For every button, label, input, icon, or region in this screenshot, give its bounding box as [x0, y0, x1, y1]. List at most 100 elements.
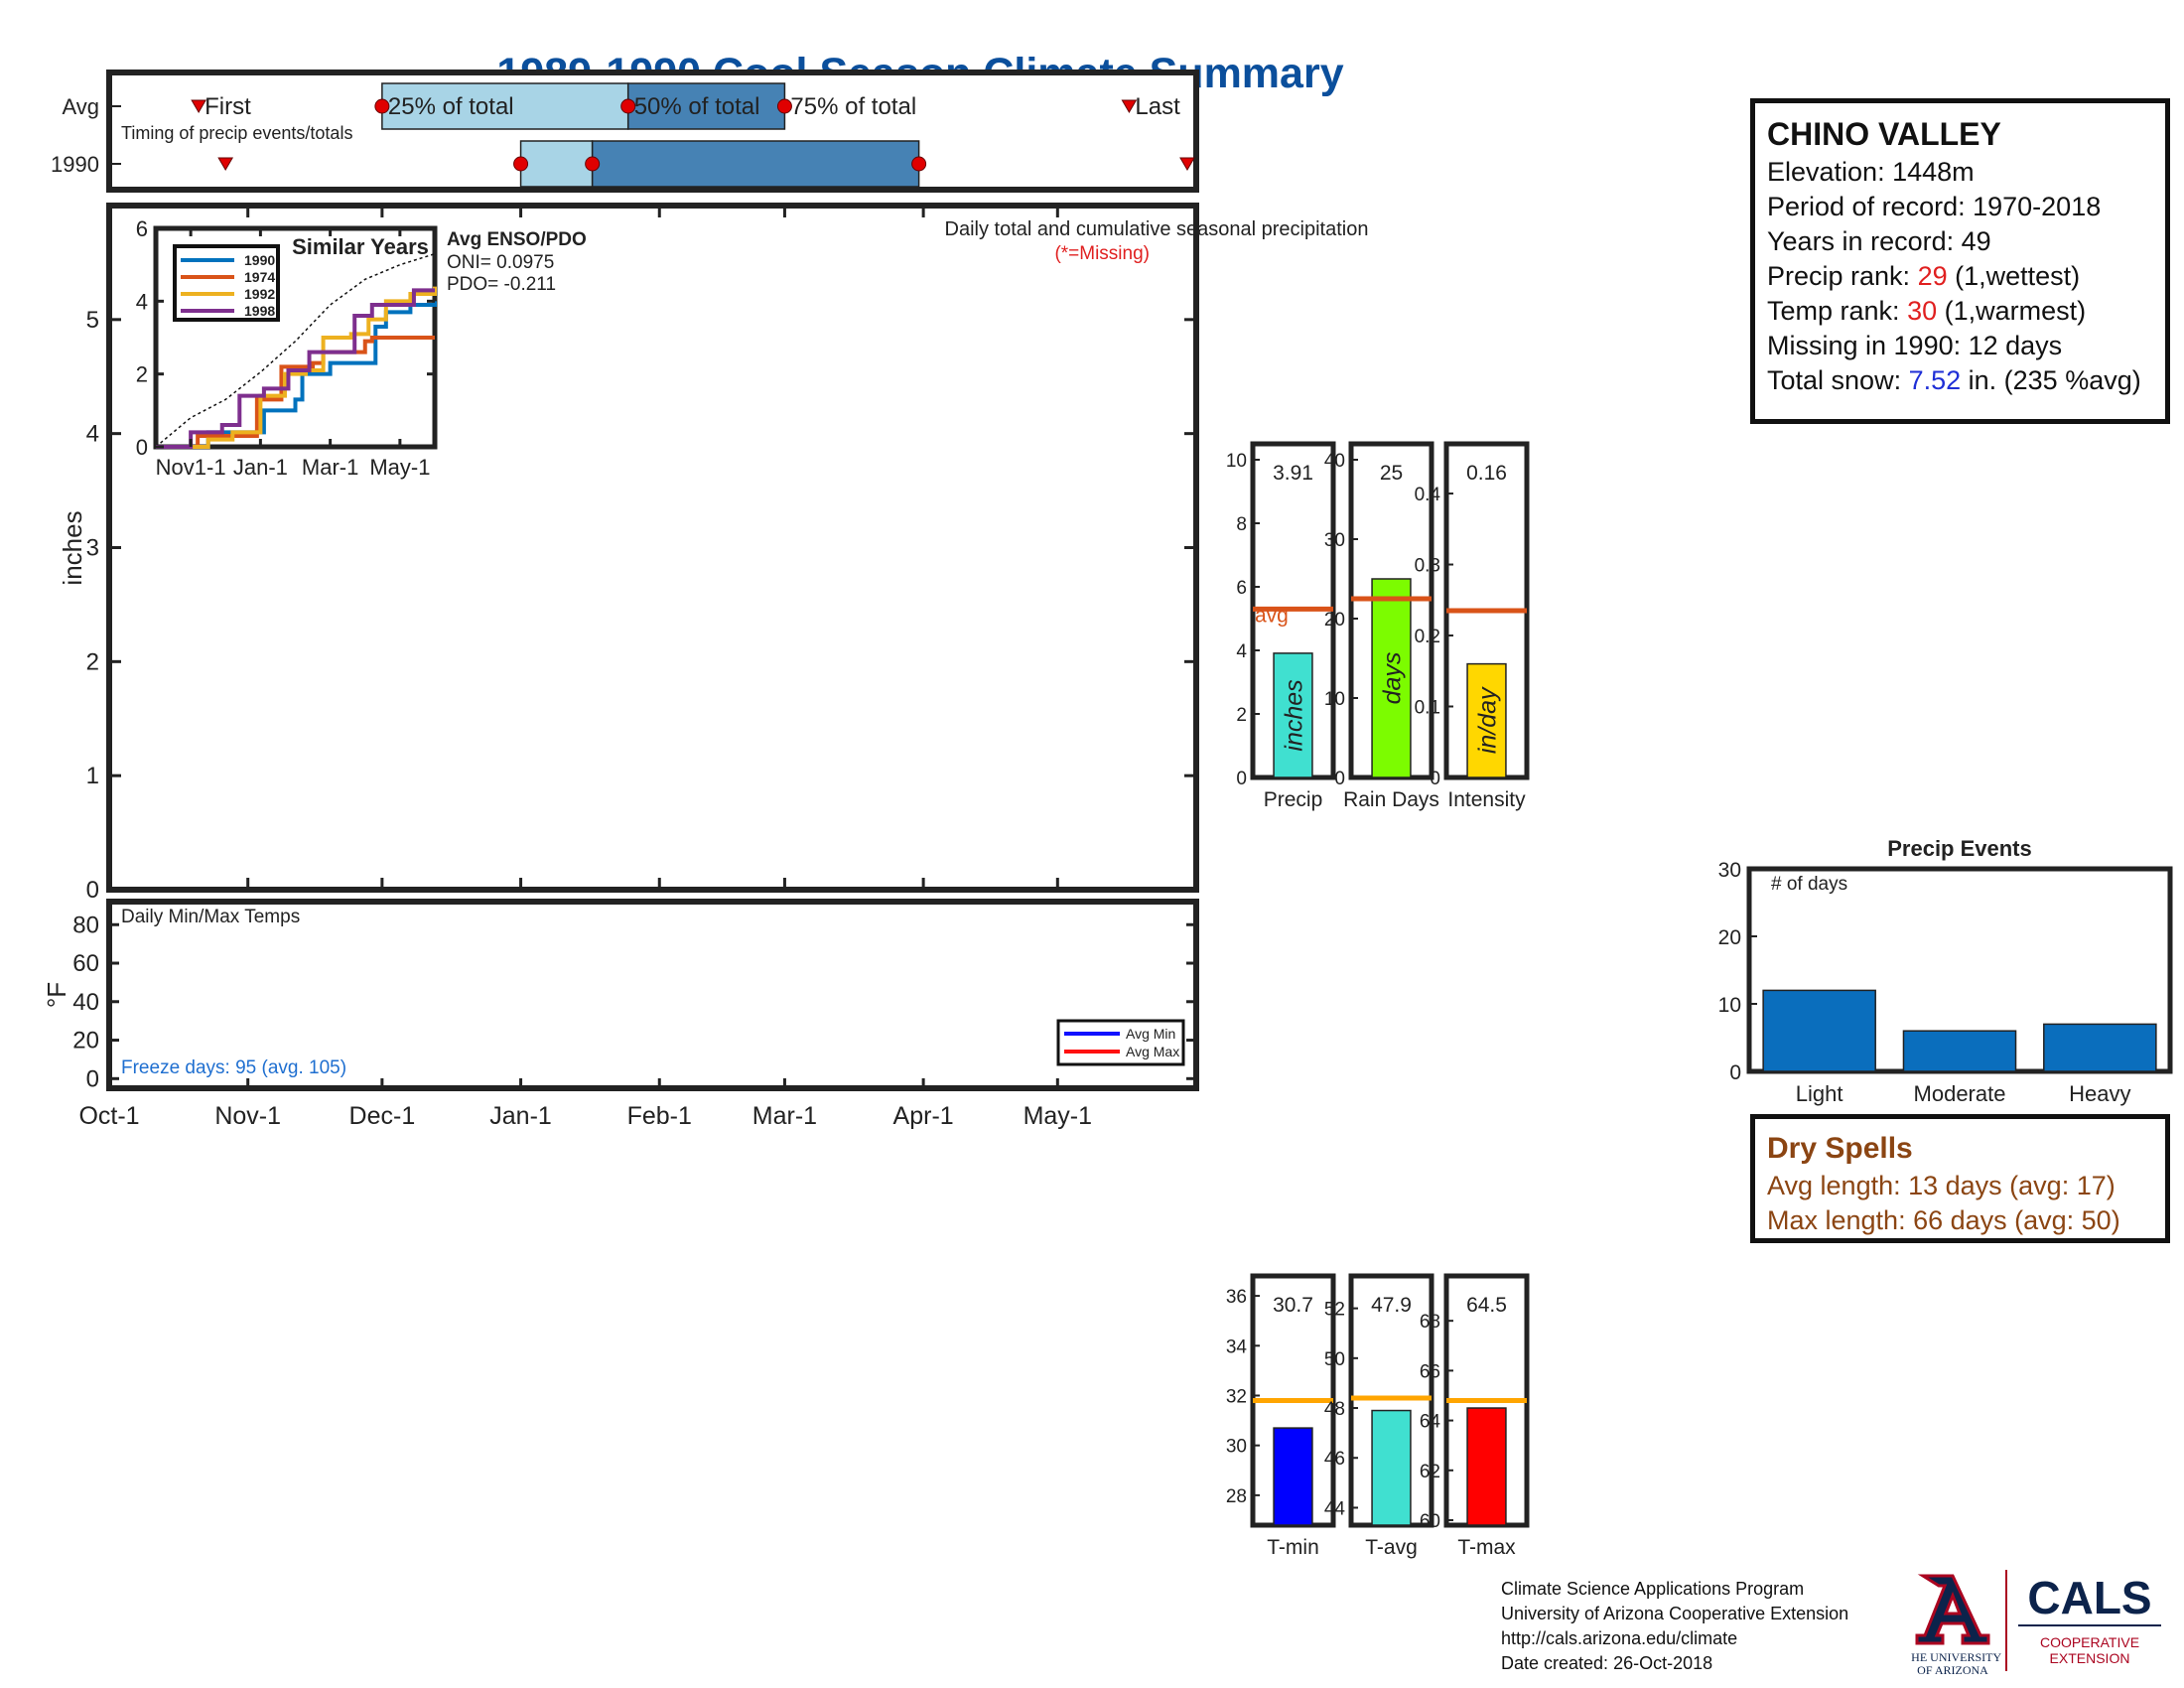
x-tick-label: Oct-1 [78, 1102, 139, 1130]
tmin_bar-value-label: 30.7 [1273, 1294, 1313, 1317]
raindays_bar-bar [1371, 578, 1412, 778]
pdo-value: PDO= -0.211 [447, 274, 556, 295]
missing-note: (*=Missing) [1054, 243, 1150, 264]
precip_bar-tick-label: 8 [1236, 514, 1247, 535]
raindays_bar-tick-label: 20 [1324, 610, 1345, 631]
credit-line-1: Climate Science Applications Program [1501, 1579, 1805, 1599]
inset-y-label: 0 [136, 435, 148, 460]
tavg_bar-tick-label: 46 [1324, 1449, 1345, 1470]
x-tick-label: Dec-1 [349, 1102, 416, 1130]
dry-spells-max: Max length: 66 days (avg: 50) [1767, 1205, 2120, 1235]
ua-line-2: OF ARIZONA [1917, 1663, 1988, 1677]
inset-y-label: 6 [136, 216, 148, 241]
enso-title: Avg ENSO/PDO [447, 229, 587, 250]
tavg_bar-bar [1371, 1409, 1412, 1526]
raindays_bar-tick-label: 0 [1334, 769, 1345, 789]
tavg_bar-tick-label: 44 [1324, 1498, 1346, 1519]
avg-last-label: Last [1135, 93, 1180, 120]
tavg_bar-value-label: 47.9 [1371, 1294, 1412, 1317]
tmin_bar-tick-label: 32 [1226, 1386, 1247, 1407]
events-tick-label: 30 [1718, 859, 1741, 882]
raindays_bar-tick-label: 10 [1324, 689, 1345, 710]
temp-rank-label: Temp rank: [1767, 296, 1908, 326]
inset-y-label: 2 [136, 362, 148, 387]
temps-title: Daily Min/Max Temps [121, 907, 300, 927]
precip_bar-bar-text: inches [1281, 679, 1308, 751]
inset-title: Similar Years [292, 234, 429, 259]
x-tick-label: Mar-1 [752, 1102, 817, 1130]
tmax_bar-value-label: 64.5 [1466, 1294, 1507, 1317]
precip_bar-tick-label: 4 [1236, 641, 1247, 662]
credits: Climate Science Applications Program Uni… [1501, 1577, 1848, 1676]
tmin_bar-tick-label: 36 [1226, 1287, 1247, 1308]
intensity_bar-tick-label: 0.4 [1415, 485, 1441, 505]
events-category: Moderate [1914, 1081, 2006, 1106]
first-last-marker [191, 99, 206, 113]
events-bar [2043, 1023, 2157, 1072]
inset-x-label: Jan-1 [233, 455, 288, 480]
temps-legend [1056, 1019, 1185, 1066]
raindays_bar-tick-label: 30 [1324, 530, 1345, 551]
tavg_bar-tick-label: 48 [1324, 1399, 1345, 1420]
y-tick-label: 3 [86, 535, 99, 562]
inset-x-label: Mar-1 [302, 455, 358, 480]
x-tick-label: Feb-1 [627, 1102, 692, 1130]
first-last-marker [217, 157, 234, 171]
credit-url: http://cals.arizona.edu/climate [1501, 1628, 1738, 1648]
tavg_bar-tick-label: 52 [1324, 1300, 1345, 1321]
precip_bar-avg-label: avg [1255, 604, 1289, 627]
tmin_bar-bar [1273, 1427, 1313, 1526]
intensity_bar-tick-label: 0.3 [1415, 556, 1440, 577]
x-tick-label: Nov-1 [214, 1102, 281, 1130]
snow-note: in. (235 %avg) [1961, 365, 2141, 395]
inset-avg-line [155, 252, 436, 448]
similar-year-line-1992 [156, 286, 437, 449]
quartile-marker [620, 98, 636, 114]
main-note: Daily total and cumulative seasonal prec… [945, 218, 1369, 240]
timing-row-label: 1990 [51, 152, 99, 177]
temp-y-label: 60 [72, 950, 99, 977]
total-snow: Total snow: 7.52 in. (235 %avg) [1767, 363, 2153, 398]
tmin_bar-tick-label: 28 [1226, 1486, 1247, 1507]
period-of-record: Period of record: 1970-2018 [1767, 192, 2102, 221]
quartile-marker [513, 156, 529, 172]
tmax_bar-tick-label: 68 [1420, 1312, 1440, 1333]
first-last-marker [1121, 99, 1138, 113]
temp-rank-value: 30 [1907, 296, 1938, 326]
events-title: Precip Events [1887, 836, 2032, 861]
inset-y-label: 4 [136, 289, 148, 314]
tavg_bar-category: T-avg [1365, 1536, 1418, 1559]
events-bar [1762, 989, 1876, 1072]
precip-rank-value: 29 [1917, 261, 1948, 291]
precip_bar-tick-label: 2 [1236, 705, 1247, 726]
temp-y-label: 0 [86, 1065, 99, 1092]
intensity_bar-tick-label: 0.2 [1415, 627, 1440, 647]
events-bar [1902, 1030, 2017, 1072]
dry-spells-avg: Avg length: 13 days (avg: 17) [1767, 1171, 2116, 1200]
inset-x-label: May-1 [369, 455, 430, 480]
events-inner-label: # of days [1771, 874, 1847, 895]
daily-temps-panel: 0 20 40 60 80 Oct-1 Nov-1 Dec-1 Jan-1 Feb-1 Mar-1 A… [42, 899, 1199, 1130]
cals-wordmark: CALS [2027, 1572, 2151, 1623]
temp-rank: Temp rank: 30 (1,warmest) [1767, 294, 2153, 329]
intensity_bar-category: Intensity [1447, 788, 1526, 811]
snow-value: 7.52 [1908, 365, 1962, 395]
raindays_bar-category: Rain Days [1343, 788, 1439, 811]
precip_bar-bar [1273, 652, 1313, 778]
tmin_bar-tick-label: 30 [1226, 1437, 1247, 1458]
cals-line-1: COOPERATIVE [2040, 1634, 2139, 1650]
university-of-arizona-logo: THE UNIVERSITY OF ARIZONA [1911, 1574, 2001, 1677]
x-tick-label: Apr-1 [893, 1102, 954, 1130]
similar-years-inset: 0 2 4 6 Nov1-1 Jan-1 Mar-1 May-1 Similar Years 19… [136, 216, 587, 480]
tavg_bar-tick-label: 50 [1324, 1349, 1345, 1370]
oni-value: ONI= 0.0975 [447, 252, 554, 273]
freeze-days-label: Freeze days: 95 (avg. 105) [121, 1057, 346, 1078]
tmax_bar-tick-label: 60 [1420, 1511, 1440, 1532]
avg-50-label: 50% of total [634, 93, 760, 120]
temp-y-label: 20 [72, 1028, 99, 1055]
y-tick-label: 5 [86, 307, 99, 334]
intensity_bar-tick-label: 0.1 [1415, 698, 1440, 719]
timing-panel: Avg 1990 Timing of precip events/totals Fir… [51, 70, 1199, 193]
intensity_bar-bar [1466, 662, 1507, 778]
